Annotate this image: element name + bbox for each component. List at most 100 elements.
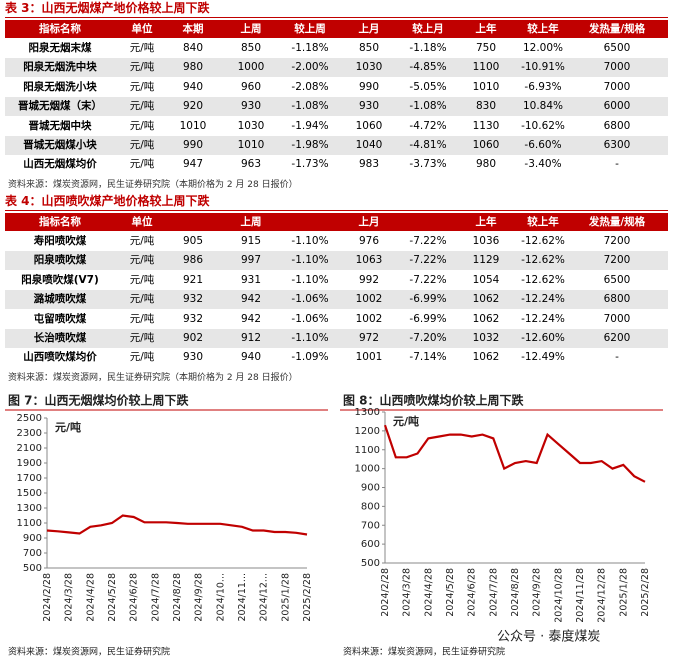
table-cell: 元/吨 xyxy=(129,351,155,364)
table-cell: 850 xyxy=(358,42,380,54)
table-cell: 元/吨 xyxy=(129,235,155,247)
table-cell: -7.14% xyxy=(409,351,447,364)
table-cell: 915 xyxy=(240,235,262,247)
table-cell: 阳泉无烟洗小块 xyxy=(23,80,97,93)
table-cell: -1.10% xyxy=(291,332,329,344)
table-cell: 7000 xyxy=(603,80,631,93)
y-tick-label: 1300 xyxy=(355,407,380,418)
table-cell: - xyxy=(615,351,619,364)
header-cell: 较上周 xyxy=(294,23,326,35)
table-cell: 986 xyxy=(182,254,204,267)
x-tick-label: 2024/11/28 xyxy=(575,568,586,623)
header-cell: 上周 xyxy=(240,23,262,35)
header-cell: 较上月 xyxy=(412,23,444,35)
table-cell: 930 xyxy=(240,100,262,113)
table-cell: 元/吨 xyxy=(129,100,155,113)
table-cell: -7.20% xyxy=(409,332,447,344)
table-cell: 屯留喷吹煤 xyxy=(33,312,87,325)
unit-label: 元/吨 xyxy=(55,420,81,434)
x-tick-label: 2024/4/28 xyxy=(423,568,434,617)
x-tick-label: 2024/5/28 xyxy=(445,568,456,617)
table-row: 寿阳喷吹煤 元/吨 905 915 -1.10% 976 -7.22% 1036 -12.62%… xyxy=(5,232,668,251)
table-cell: -1.10% xyxy=(291,273,329,286)
chart-title: 图 7：山西无烟煤均价较上周下跌 xyxy=(8,393,190,408)
y-tick-label: 1100 xyxy=(17,518,42,529)
price-line xyxy=(46,514,308,536)
table-cell: 山西无烟煤均价 xyxy=(23,158,97,171)
table-cell: 元/吨 xyxy=(129,119,155,132)
x-tick-label: 2024/6/28 xyxy=(467,568,478,617)
y-tick-label: 1700 xyxy=(17,473,42,484)
table-cell: 元/吨 xyxy=(129,139,155,151)
x-tick-label: 2024/3/28 xyxy=(64,573,75,622)
x-tick-label: 2024/9/28 xyxy=(532,568,543,617)
x-tick-label: 2024/7/28 xyxy=(488,568,499,617)
table-cell: -1.06% xyxy=(291,293,329,306)
header-cell: 上年 xyxy=(475,216,497,228)
table-cell: 阳泉无烟洗中块 xyxy=(23,61,97,74)
table-row: 屯留喷吹煤 元/吨 932 942 -1.06% 1002 -6.99% 1062 -12.24… xyxy=(5,310,668,329)
table-cell: -4.81% xyxy=(409,139,447,151)
header-cell: 指标名称 xyxy=(39,23,81,35)
x-tick-label: 2024/6/28 xyxy=(129,573,140,622)
table-cell: 1010 xyxy=(237,139,265,151)
table-row: 阳泉喷吹煤 元/吨 986 997 -1.10% 1063 -7.22% 1129 -12.62… xyxy=(5,251,668,271)
table-cell: -1.06% xyxy=(291,312,329,325)
source: 资料来源：煤炭资源网，民生证券研究院 xyxy=(343,646,505,658)
table-cell: -6.99% xyxy=(409,293,447,306)
table-cell: -6.93% xyxy=(524,80,562,93)
x-tick-label: 2024/8/28 xyxy=(510,568,521,617)
x-tick-label: 2024/2/28 xyxy=(380,568,391,617)
table-cell: 6300 xyxy=(603,139,631,151)
table-cell: 阳泉无烟末煤 xyxy=(28,42,92,54)
y-tick-label: 1100 xyxy=(355,445,380,456)
table-cell: 元/吨 xyxy=(129,61,155,74)
table-cell: 972 xyxy=(358,332,380,344)
price-line xyxy=(383,424,646,483)
table-cell: -12.49% xyxy=(521,351,565,364)
table-cell: 960 xyxy=(240,80,262,93)
table-cell: 1040 xyxy=(355,139,383,151)
table-cell: 潞城喷吹煤 xyxy=(33,293,87,306)
watermark: 公众号 · 泰度煤炭 xyxy=(497,629,600,645)
table-cell: 1010 xyxy=(179,119,207,132)
header-cell: 上周 xyxy=(240,216,262,228)
table-cell: -12.24% xyxy=(521,293,565,306)
table-cell: -1.94% xyxy=(291,119,329,132)
table-cell: -7.22% xyxy=(409,273,447,286)
header-cell: 发热量/规格 xyxy=(588,216,646,228)
y-tick-label: 500 xyxy=(23,563,42,574)
table-cell: 1062 xyxy=(472,293,500,306)
table-cell: -1.08% xyxy=(291,100,329,113)
table-cell: 10.84% xyxy=(522,100,564,113)
table-cell: 阳泉喷吹煤(V7) xyxy=(21,273,99,286)
x-tick-label: 2024/10... xyxy=(215,573,226,622)
table-cell: -12.62% xyxy=(521,235,565,247)
table-cell: 元/吨 xyxy=(129,273,155,286)
x-tick-label: 2024/12/28 xyxy=(597,568,608,623)
header-cell: 指标名称 xyxy=(39,216,81,228)
x-tick-label: 2025/1/28 xyxy=(618,568,629,617)
x-tick-label: 2025/2/28 xyxy=(302,573,313,622)
table-row: 长治喷吹煤 元/吨 902 912 -1.10% 972 -7.20% 1032 -12.60%… xyxy=(5,329,668,348)
table-row: 阳泉无烟洗中块 元/吨 980 1000 -2.00% 1030 -4.85% 1100 -10… xyxy=(5,58,668,78)
table-cell: 元/吨 xyxy=(129,42,155,54)
table-cell: 902 xyxy=(182,332,204,344)
table-cell: 942 xyxy=(240,312,262,325)
x-tick-label: 2025/2/28 xyxy=(640,568,651,617)
table-cell: 963 xyxy=(240,158,262,171)
unit-label: 元/吨 xyxy=(393,414,419,428)
table-cell: 6000 xyxy=(603,100,631,113)
table-cell: -10.62% xyxy=(521,119,565,132)
table-cell: 元/吨 xyxy=(129,332,155,344)
table-row: 阳泉喷吹煤(V7) 元/吨 921 931 -1.10% 992 -7.22% 1054 -12… xyxy=(5,271,668,290)
y-tick-label: 1000 xyxy=(355,464,380,475)
table-cell: 905 xyxy=(182,235,204,247)
table-cell: 930 xyxy=(358,100,380,113)
table-cell: 7200 xyxy=(603,254,631,267)
x-tick-label: 2024/2/28 xyxy=(42,573,53,622)
table-cell: 1000 xyxy=(237,61,265,74)
table-cell: -12.62% xyxy=(521,273,565,286)
y-tick-label: 500 xyxy=(361,558,380,569)
table-cell: 932 xyxy=(182,293,204,306)
